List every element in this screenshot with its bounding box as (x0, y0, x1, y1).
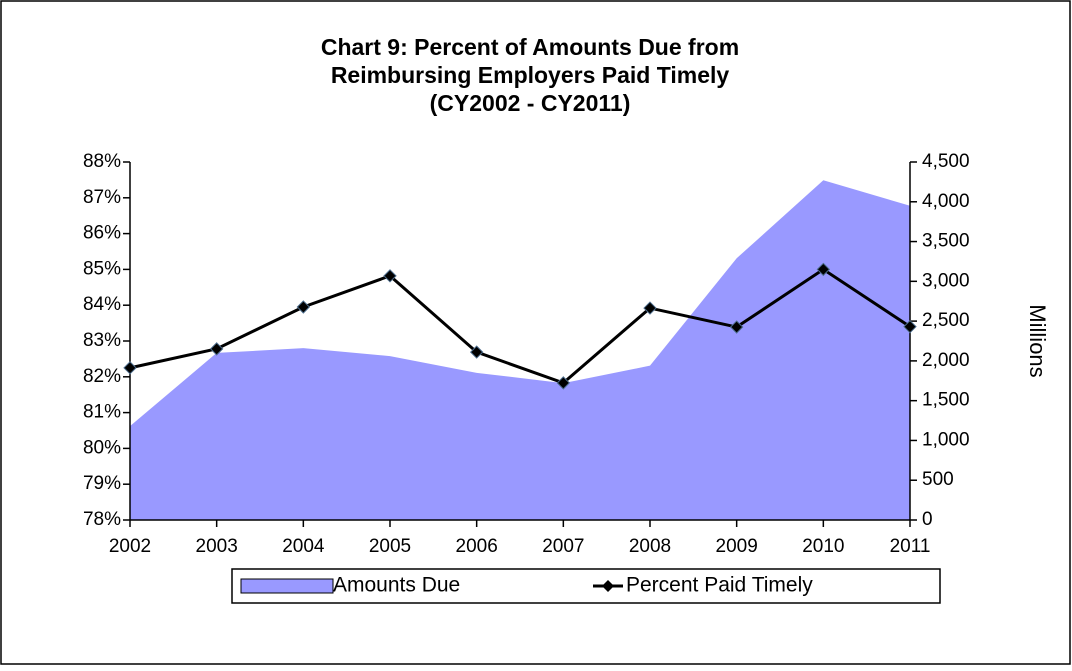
y2-tick-label: 3,000 (922, 270, 970, 291)
legend-box (231, 568, 941, 604)
marker (816, 262, 831, 277)
marker (729, 320, 744, 334)
y-tick-label: 82% (83, 366, 121, 387)
x-tick-label: 2008 (629, 536, 671, 557)
chart-title: Chart 9: Percent of Amounts Due from (321, 34, 739, 60)
legend-label: Amounts Due (333, 574, 460, 597)
x-tick-label: 2006 (456, 536, 498, 557)
y-tick-label: 79% (83, 473, 121, 494)
legend-marker (602, 580, 614, 592)
y-tick-label: 84% (83, 294, 121, 315)
y2-tick-label: 4,500 (922, 151, 970, 172)
y2-tick-label: 3,500 (922, 231, 970, 252)
y2-tick-label: 1,000 (922, 429, 970, 450)
chart-title: Reimbursing Employers Paid Timely (331, 62, 730, 88)
y2-tick-label: 2,000 (922, 350, 970, 371)
y2-tick-label: 500 (922, 469, 954, 490)
marker (903, 319, 917, 334)
legend: Amounts Due Percent Paid Timely (231, 568, 941, 604)
x-tick-label: 2009 (716, 536, 758, 557)
x-tick-label: 2011 (890, 536, 931, 557)
marker (383, 269, 397, 283)
legend-swatch (240, 578, 334, 594)
y2-tick-label: 4,000 (922, 191, 970, 212)
marker (123, 361, 137, 375)
marker (556, 376, 571, 390)
y-tick-label: 86% (83, 223, 121, 244)
x-tick-label: 2005 (369, 536, 411, 557)
marker (296, 300, 311, 314)
legend-label: Percent Paid Timely (626, 574, 813, 597)
y-tick-label: 78% (83, 509, 121, 530)
marker (209, 342, 224, 356)
y2-tick-label: 1,500 (922, 390, 970, 411)
area (130, 180, 910, 520)
marker (469, 345, 484, 359)
y2-axis-label: Millions (1025, 304, 1050, 377)
x-tick-label: 2003 (196, 536, 238, 557)
x-tick-label: 2002 (109, 536, 151, 557)
y-tick-label: 81% (83, 402, 121, 423)
y2-tick-label: 0 (922, 509, 933, 530)
x-tick-label: 2010 (802, 536, 844, 557)
marker (643, 301, 657, 315)
y-tick-label: 87% (83, 187, 121, 208)
y2-tick-label: 2,500 (922, 310, 970, 331)
chart-title: (CY2002 - CY2011) (430, 90, 631, 116)
y-tick-label: 88% (83, 151, 121, 172)
x-tick-label: 2007 (542, 536, 584, 557)
line (129, 267, 911, 385)
y-tick-label: 83% (83, 330, 121, 351)
y-tick-label: 80% (83, 437, 121, 458)
x-tick-label: 2004 (282, 536, 325, 557)
y-tick-label: 85% (83, 258, 121, 279)
